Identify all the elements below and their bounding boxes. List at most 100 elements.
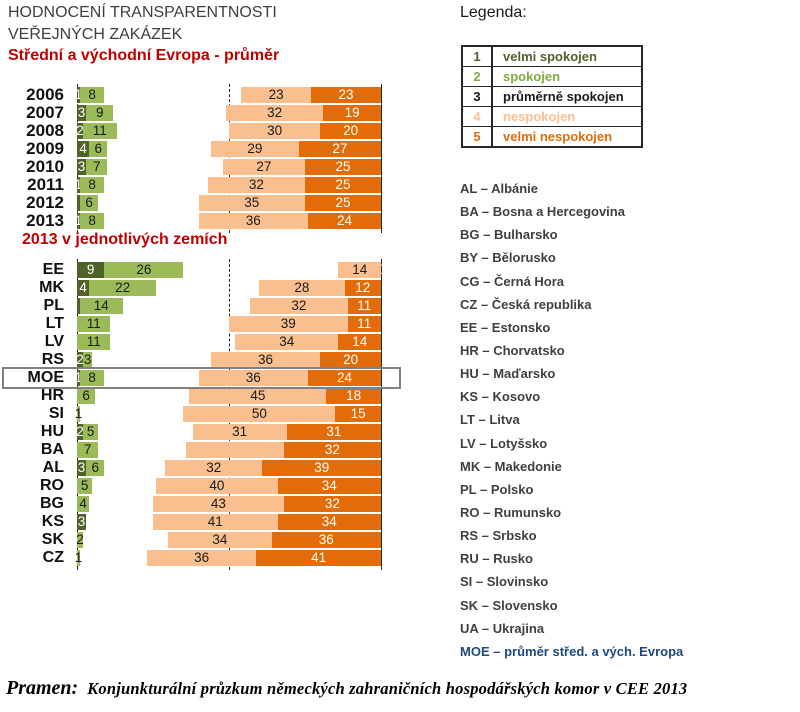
legend-number: 4: [463, 107, 493, 126]
bar-value-label: 32: [324, 496, 340, 511]
bar-value-label: 28: [294, 280, 310, 295]
row-bars: 2 5 31 31: [76, 424, 381, 440]
bar-segment-1-velmi-spokojen: 3: [77, 460, 87, 476]
bar-segment-2-spokojen: 14: [80, 298, 123, 314]
legend-row-2: 2 spokojen: [463, 66, 641, 86]
chart-years-title: Střední a východní Evropa - průměr: [8, 47, 280, 64]
page-title-line2: VEŘEJNÝCH ZAKÁZEK: [8, 26, 183, 43]
legend-title: Legenda:: [460, 4, 527, 21]
bar-value-label: 0: [377, 262, 385, 277]
chart-row-KS: KS 3 34 41: [8, 513, 392, 531]
bar-segment-2-spokojen: 2: [76, 532, 84, 548]
country-list-item: HU – Maďarsko: [460, 366, 556, 382]
bar-value-label: 6: [94, 141, 103, 156]
bar-segment-2-spokojen: 26: [104, 262, 184, 278]
bar-segment-2-spokojen: 9: [86, 105, 114, 121]
bar-segment-1-velmi-spokojen: 1: [75, 370, 82, 386]
legend-number: 3: [463, 87, 493, 106]
row-bars: 9 26 0 14: [77, 262, 385, 278]
legend-table: 1 velmi spokojen 2 spokojen 3 průměrně spokoj…: [461, 45, 643, 148]
bar-value-label: 5: [80, 478, 89, 493]
chart-row-2007: 2007 3 9 19 32: [8, 103, 392, 122]
bar-value-label: 12: [355, 280, 371, 295]
country-list-item: CG – Černá Hora: [460, 273, 565, 289]
bar-segment-2-spokojen: 8: [80, 370, 105, 386]
chart-row-LV: LV 11 14 34: [8, 333, 392, 351]
bar-value-label: 25: [335, 159, 351, 174]
bar-value-label: 3: [83, 352, 92, 367]
row-bars: 6 18 45: [77, 388, 381, 404]
row-bars: 6 25 35: [77, 195, 381, 211]
chart-row-SI: SI 1 15 50: [8, 405, 392, 423]
country-list-item: MOE – průměr střed. a vých. Evropa: [460, 643, 684, 659]
chart-row-BG: BG 4 32 43: [8, 495, 392, 513]
bar-segment-4-nespokojen: 35: [198, 195, 305, 211]
bar-value-label: 36: [245, 213, 261, 228]
row-label: 2011: [27, 175, 64, 194]
legend-row-5: 5 velmi nespokojen: [463, 126, 641, 146]
bar-value-label: 27: [332, 141, 348, 156]
row-bars: 2 3 20 36: [76, 352, 381, 368]
bar-segment-5-velmi-nespokojen: 25: [305, 159, 381, 175]
bar-segment-5-velmi-nespokojen: 12: [344, 280, 381, 296]
bar-segment-4-nespokojen: 34: [168, 532, 272, 548]
bar-segment-4-nespokojen: 31: [192, 424, 287, 440]
row-label: BA: [40, 441, 64, 458]
bar-value-label: 11: [92, 123, 107, 138]
bar-value-label: 41: [207, 514, 223, 529]
bar-value-label: 32: [206, 460, 222, 475]
bar-segment-5-velmi-nespokojen: 20: [320, 352, 381, 368]
row-label: RO: [40, 477, 64, 494]
bar-value-label: 18: [346, 388, 362, 403]
axis-gridline-100: [381, 259, 382, 570]
bar-segment-1-velmi-spokojen: 3: [77, 105, 87, 121]
country-list-item: LT – Litva: [460, 412, 520, 428]
bar-value-label: 39: [314, 460, 330, 475]
bar-segment-4-nespokojen: 36: [198, 370, 309, 386]
bar-value-label: 36: [194, 550, 210, 565]
country-list-item: RU – Rusko: [460, 551, 533, 567]
row-bars: 1 41 36: [74, 550, 381, 566]
bar-value-label: 45: [250, 388, 266, 403]
country-list-item: CZ – Česká republika: [460, 296, 592, 312]
row-label: 2009: [26, 139, 64, 158]
row-label: AL: [42, 459, 64, 476]
bar-segment-4-nespokojen: 36: [146, 550, 257, 566]
bar-value-label: 34: [212, 532, 228, 547]
bar-segment-4-nespokojen: 50: [183, 406, 336, 422]
country-list-item: BY – Bělorusko: [460, 250, 556, 266]
bar-value-label: 2: [76, 424, 84, 439]
bar-segment-5-velmi-nespokojen: 31: [286, 424, 381, 440]
bar-value-label: 1: [74, 550, 83, 565]
legend-label: spokojen: [503, 69, 561, 84]
bar-segment-5-velmi-nespokojen: 18: [326, 388, 381, 404]
bar-segment-5-velmi-nespokojen: 19: [323, 105, 381, 121]
bar-segment-1-velmi-spokojen: 1: [74, 213, 83, 229]
bar-segment-4-nespokojen: 34: [235, 334, 339, 350]
country-list-item: KS – Kosovo: [460, 389, 541, 405]
bar-segment-2-spokojen: 11: [77, 334, 111, 350]
page-title: HODNOCENÍ TRANSPARENTNOSTI VEŘEJNÝCH ZAK…: [8, 2, 277, 46]
bar-segment-2-spokojen: 1: [74, 550, 83, 566]
bar-value-label: 1: [74, 213, 83, 228]
row-label: MK: [39, 279, 64, 296]
bar-value-label: 1: [74, 87, 83, 102]
bar-segment-5-velmi-nespokojen: 41: [256, 550, 381, 566]
bar-segment-1-velmi-spokojen: 1: [75, 177, 82, 193]
bar-value-label: 25: [335, 177, 351, 192]
bar-value-label: 22: [115, 280, 131, 295]
legend-number: 2: [463, 67, 493, 86]
chart-row-PL: PL 14 11 32: [8, 297, 392, 315]
bar-value-label: 2: [76, 352, 84, 367]
legend-row-4: 4 nespokojen: [463, 106, 641, 126]
bar-value-label: 14: [352, 262, 368, 277]
country-list-item: LV – Lotyšsko: [460, 435, 548, 451]
bar-segment-2-spokojen: 1: [75, 406, 82, 422]
bar-value-label: 11: [357, 298, 372, 313]
source-prefix: Pramen:: [6, 677, 79, 699]
page-title-line1: HODNOCENÍ TRANSPARENTNOSTI: [8, 4, 277, 21]
bar-segment-5-velmi-nespokojen: 27: [298, 141, 381, 157]
bar-value-label: 36: [245, 370, 261, 385]
bar-value-label: 43: [210, 496, 226, 511]
row-bars: 3 34 41: [77, 514, 381, 530]
